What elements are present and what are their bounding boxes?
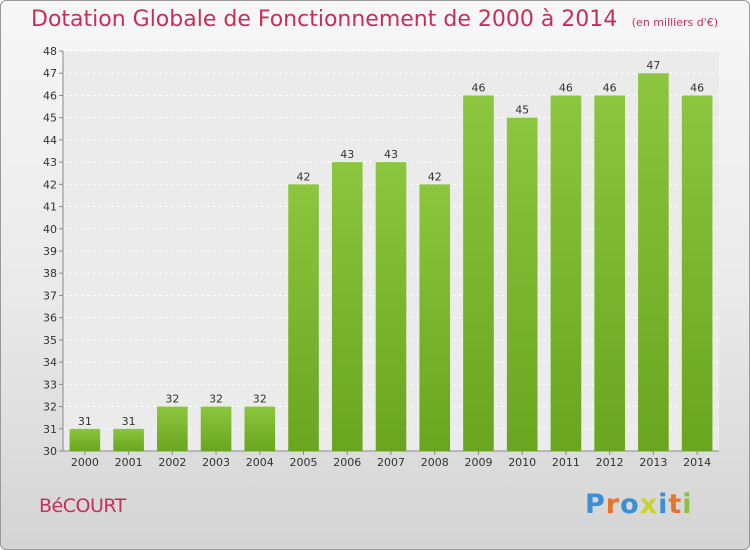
x-tick-label: 2005 bbox=[290, 456, 318, 469]
bar bbox=[638, 73, 669, 451]
data-label: 43 bbox=[384, 148, 398, 161]
y-tick-label: 42 bbox=[43, 178, 57, 191]
bar bbox=[375, 162, 407, 451]
x-tick-label: 2000 bbox=[71, 456, 99, 469]
x-tick-label: 2003 bbox=[202, 456, 230, 469]
chart-subtitle: (en milliers d'€) bbox=[631, 16, 719, 29]
x-tick-label: 2010 bbox=[508, 456, 536, 469]
data-label: 32 bbox=[253, 393, 267, 406]
y-tick-label: 37 bbox=[43, 289, 57, 302]
data-label: 46 bbox=[690, 81, 704, 94]
y-tick-label: 46 bbox=[43, 89, 57, 102]
y-tick-label: 31 bbox=[43, 423, 57, 436]
y-tick-label: 43 bbox=[43, 156, 57, 169]
proxiti-logo: Proxiti bbox=[585, 489, 693, 520]
x-tick-label: 2014 bbox=[683, 456, 711, 469]
data-label: 45 bbox=[515, 104, 529, 117]
data-label: 32 bbox=[209, 393, 223, 406]
logo-letter: i bbox=[658, 489, 669, 520]
bar bbox=[594, 95, 625, 451]
data-label: 31 bbox=[78, 415, 92, 428]
data-label: 47 bbox=[646, 59, 660, 72]
logo-letter: t bbox=[668, 489, 683, 520]
bar bbox=[157, 406, 188, 451]
logo-letter: i bbox=[682, 489, 693, 520]
bar bbox=[69, 428, 101, 451]
chart-title: Dotation Globale de Fonctionnement de 20… bbox=[31, 7, 618, 32]
data-label: 43 bbox=[340, 148, 354, 161]
data-label: 46 bbox=[559, 81, 573, 94]
x-tick-label: 2006 bbox=[333, 456, 361, 469]
bar bbox=[550, 95, 582, 451]
y-tick-label: 30 bbox=[43, 445, 57, 458]
x-tick-label: 2013 bbox=[639, 456, 667, 469]
y-tick-label: 39 bbox=[43, 245, 57, 258]
data-label: 46 bbox=[603, 81, 617, 94]
x-tick-label: 2008 bbox=[421, 456, 449, 469]
logo-letter: x bbox=[639, 489, 659, 520]
data-label: 32 bbox=[165, 393, 179, 406]
bar bbox=[681, 95, 713, 451]
x-tick-label: 2012 bbox=[596, 456, 624, 469]
bar bbox=[419, 184, 451, 452]
x-tick-label: 2004 bbox=[246, 456, 274, 469]
x-tick-label: 2009 bbox=[464, 456, 492, 469]
y-tick-label: 40 bbox=[43, 223, 57, 236]
bar bbox=[244, 406, 276, 451]
logo-letter: P bbox=[585, 489, 606, 520]
y-tick-label: 32 bbox=[43, 401, 57, 414]
logo-letter: o bbox=[620, 489, 640, 520]
y-tick-label: 38 bbox=[43, 267, 57, 280]
x-tick-label: 2011 bbox=[552, 456, 580, 469]
bar bbox=[200, 406, 232, 451]
y-tick-label: 48 bbox=[43, 45, 57, 58]
logo-letter: r bbox=[605, 489, 621, 520]
commune-name: BéCOURT bbox=[39, 495, 126, 517]
y-tick-label: 47 bbox=[43, 67, 57, 80]
y-tick-label: 34 bbox=[43, 356, 57, 369]
y-tick-label: 45 bbox=[43, 112, 57, 125]
y-tick-label: 41 bbox=[43, 201, 57, 214]
x-tick-label: 2007 bbox=[377, 456, 405, 469]
y-tick-label: 33 bbox=[43, 378, 57, 391]
bar bbox=[506, 117, 538, 452]
data-label: 31 bbox=[122, 415, 136, 428]
y-tick-label: 44 bbox=[43, 134, 57, 147]
bar bbox=[113, 428, 144, 451]
bar bbox=[331, 162, 363, 451]
y-tick-label: 36 bbox=[43, 312, 57, 325]
bar bbox=[463, 95, 494, 451]
x-tick-label: 2001 bbox=[115, 456, 143, 469]
title-row: Dotation Globale de Fonctionnement de 20… bbox=[31, 7, 718, 32]
y-tick-label: 35 bbox=[43, 334, 57, 347]
x-tick-label: 2002 bbox=[158, 456, 186, 469]
data-label: 42 bbox=[297, 170, 311, 183]
data-label: 42 bbox=[428, 170, 442, 183]
bar bbox=[288, 184, 319, 452]
data-label: 46 bbox=[471, 81, 485, 94]
